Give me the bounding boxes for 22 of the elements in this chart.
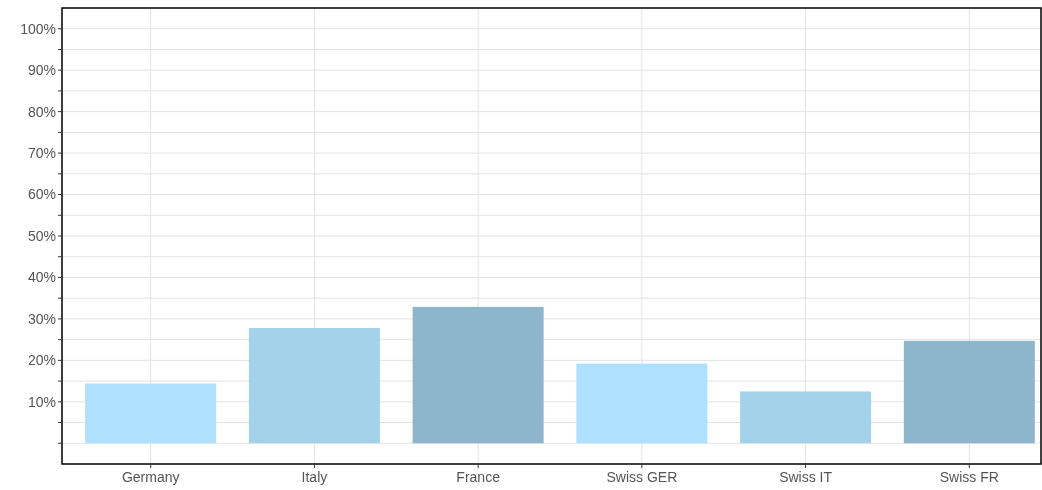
x-tick-label: Swiss IT xyxy=(779,469,833,485)
x-tick-label: France xyxy=(456,469,501,485)
y-tick-label: 10% xyxy=(27,393,56,410)
y-tick-label: 30% xyxy=(27,310,56,327)
x-tick-label: Swiss FR xyxy=(939,469,999,485)
bar xyxy=(412,306,544,444)
y-tick-label: 40% xyxy=(27,269,56,286)
x-tick-label: Swiss GER xyxy=(606,469,678,485)
y-tick-label: 60% xyxy=(27,186,56,203)
y-tick-label: 80% xyxy=(27,103,56,120)
bar xyxy=(85,383,217,444)
y-tick-label: 90% xyxy=(27,62,56,79)
y-tick-label: 20% xyxy=(27,352,56,369)
y-tick-label: 70% xyxy=(27,144,56,161)
bar xyxy=(248,328,380,444)
x-tick-label: Italy xyxy=(301,469,328,485)
bar xyxy=(740,391,872,444)
y-tick-label: 100% xyxy=(20,20,56,37)
bar xyxy=(903,340,1035,444)
y-tick-label: 50% xyxy=(27,227,56,244)
x-tick-label: Germany xyxy=(121,469,180,485)
bar xyxy=(576,363,708,444)
